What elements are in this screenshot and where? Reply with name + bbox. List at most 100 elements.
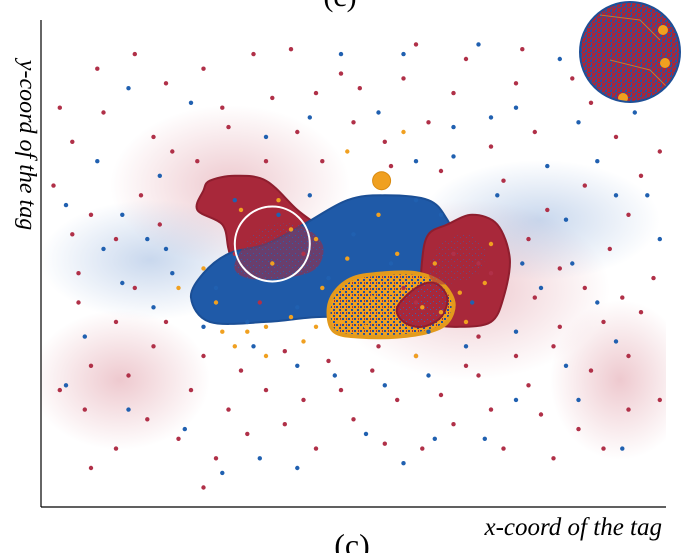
red-point (132, 51, 137, 57)
red-point (263, 387, 269, 393)
red-point (270, 95, 275, 101)
red-point (413, 42, 419, 47)
red-point (545, 207, 550, 213)
red-point (170, 149, 175, 154)
red-point (76, 300, 81, 305)
red-point (513, 81, 519, 86)
red-point (163, 81, 169, 86)
blue-point (120, 212, 125, 217)
red-point (88, 465, 94, 471)
red-point (126, 373, 131, 378)
blue-point (232, 198, 237, 203)
blue-point (426, 329, 431, 334)
red-point (576, 426, 581, 432)
blue-point (545, 163, 550, 169)
red-point (501, 446, 506, 451)
overlap-texture-left (234, 223, 324, 280)
red-point (382, 441, 387, 446)
orange-point (276, 198, 281, 203)
orange-point (288, 314, 294, 320)
orange-point (245, 329, 250, 334)
top-panel-label-fragment: (c) (323, 0, 356, 13)
red-point (488, 271, 494, 276)
red-point (463, 56, 469, 62)
orange-point (438, 310, 444, 315)
red-point (220, 105, 225, 110)
red-point (657, 397, 662, 403)
blue-point (476, 42, 481, 47)
red-point (82, 407, 88, 412)
blue-point (276, 212, 281, 217)
blue-point (563, 217, 569, 222)
orange-point (488, 241, 494, 247)
red-point (626, 212, 631, 217)
red-point (132, 285, 137, 291)
red-point (95, 66, 100, 71)
orange-point (176, 285, 181, 291)
red-point (532, 295, 537, 300)
blue-point (513, 397, 519, 403)
orange-point (338, 319, 344, 325)
red-point (301, 251, 306, 256)
red-point (282, 349, 287, 354)
red-point (351, 120, 356, 125)
blue-point (126, 407, 131, 412)
magnified-inset (579, 1, 681, 103)
red-point (476, 373, 481, 378)
red-point (476, 261, 481, 266)
blue-point (432, 436, 437, 441)
red-point (413, 300, 419, 305)
blue-point (576, 120, 581, 125)
red-point (588, 368, 594, 373)
blue-point (188, 100, 194, 106)
red-point (113, 236, 119, 242)
red-point (70, 139, 75, 144)
red-point (451, 422, 456, 427)
red-point (551, 344, 556, 349)
scatter-layer (51, 42, 662, 490)
red-point (313, 446, 319, 451)
orange-point (313, 236, 319, 242)
red-point (501, 178, 506, 183)
red-point (588, 100, 594, 106)
red-point (351, 417, 356, 422)
red-point (488, 407, 494, 412)
blue-point (413, 159, 419, 164)
red-point (245, 431, 250, 437)
outlier-orange-dot (372, 171, 392, 191)
blue-point (257, 456, 262, 461)
blue-point (145, 236, 150, 242)
blue-point (595, 300, 600, 305)
blue-point (451, 154, 456, 159)
red-point (313, 90, 319, 96)
overlap-texture-right (428, 234, 486, 285)
blue-point (613, 193, 619, 198)
red-point (357, 86, 362, 91)
blue-point (482, 436, 487, 441)
blue-point (82, 334, 88, 339)
red-point (532, 129, 537, 135)
red-point (282, 422, 287, 427)
red-point (257, 300, 262, 305)
blue-point (363, 431, 369, 437)
red-point (320, 159, 325, 164)
blue-point (182, 426, 187, 432)
orange-point (432, 261, 437, 266)
red-point (638, 173, 644, 178)
orange-point (376, 212, 381, 217)
orange-point (320, 285, 325, 291)
orange-point (395, 251, 400, 256)
y-axis-label: y-coord of the tag (14, 58, 40, 230)
red-point (420, 446, 425, 451)
orange-point (270, 261, 275, 266)
blue-point (388, 261, 394, 266)
red-point (101, 110, 106, 115)
red-point (201, 66, 206, 71)
red-point (51, 183, 56, 188)
blue-point (101, 246, 106, 252)
orange-point (288, 227, 294, 232)
orange-point (363, 324, 369, 329)
blue-point (295, 363, 300, 368)
blue-point (563, 363, 569, 368)
red-point (76, 271, 81, 276)
